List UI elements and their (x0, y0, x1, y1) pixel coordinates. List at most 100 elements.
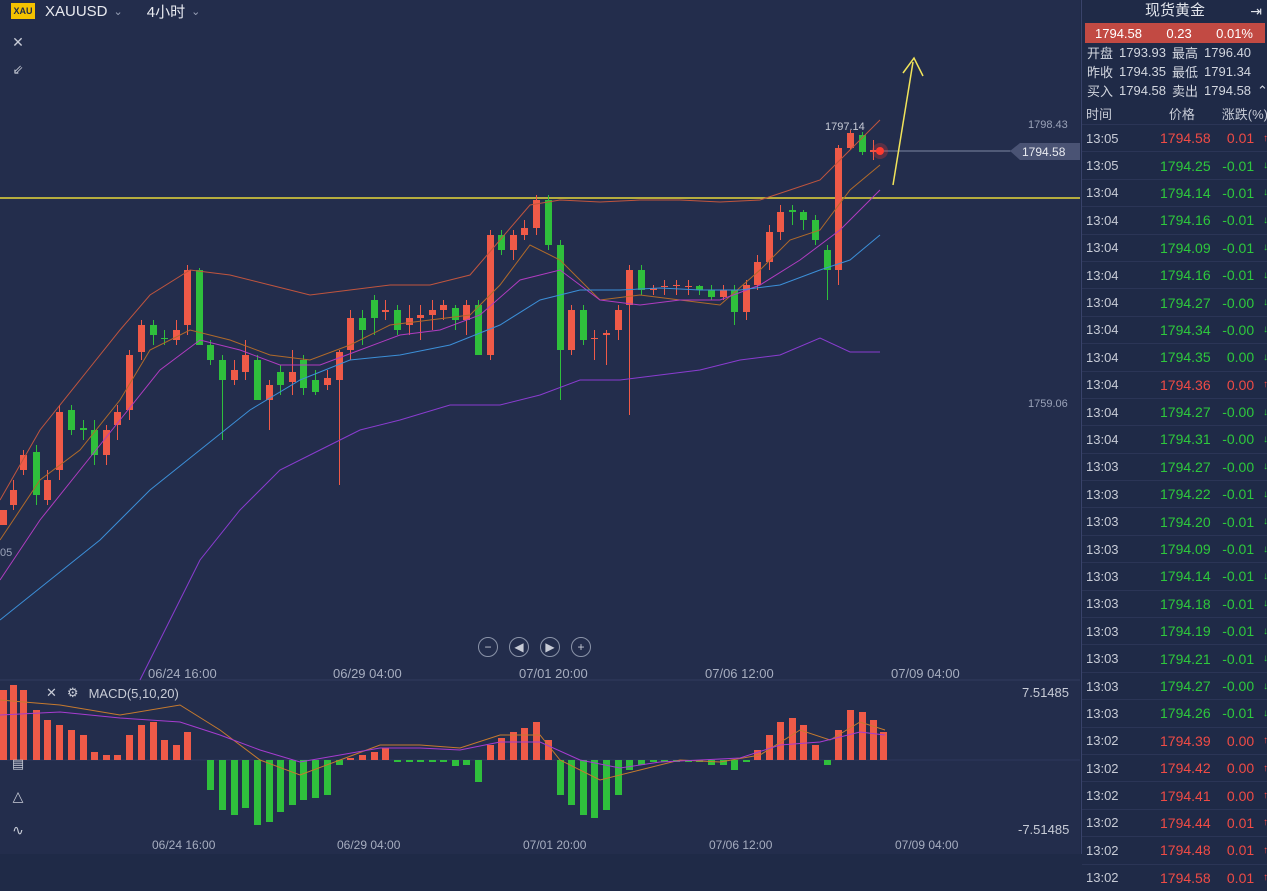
drawing-icon[interactable]: △ (12, 788, 24, 804)
candle-body (417, 315, 424, 318)
macd-bar (847, 710, 854, 760)
macd-indicator-header: ✕ ⚙ MACD(5,10,20) (46, 685, 179, 701)
candle-body (440, 305, 447, 310)
candle-body (743, 285, 750, 312)
tick-price: 1794.39 (1160, 732, 1211, 749)
tick-time: 13:03 (1086, 541, 1119, 557)
arrow-down-icon: ↓ (1262, 707, 1267, 719)
symbol-selector[interactable]: XAUUSD ⌄ (45, 3, 123, 20)
indicator-icon[interactable]: ▤ (11, 756, 25, 771)
macd-bar (743, 760, 750, 762)
candle-body (429, 310, 436, 315)
candle-body (650, 288, 657, 290)
candle-body (696, 286, 703, 290)
tick-price: 1794.31 (1160, 431, 1211, 448)
tick-time: 13:02 (1086, 733, 1119, 749)
scroll-start-button[interactable]: ◀ (509, 637, 529, 657)
tick-row: 13:02 1794.44 0.01 ↑ (1082, 808, 1267, 836)
candle-body (870, 150, 877, 152)
macd-bar (626, 760, 633, 770)
tick-time: 13:03 (1086, 705, 1119, 721)
gear-icon[interactable]: ⚙ (66, 685, 79, 700)
candle-body (173, 330, 180, 340)
candle-body (661, 286, 668, 287)
tick-price: 1794.58 (1160, 130, 1211, 147)
macd-bar (33, 710, 40, 760)
tick-row: 13:02 1794.42 0.00 ↑ (1082, 753, 1267, 781)
tick-change: 0.00 (1226, 376, 1255, 393)
arrow-down-icon: ↓ (1262, 461, 1267, 473)
zoom-out-button[interactable]: − (478, 637, 498, 657)
tick-row: 13:03 1794.14 -0.01 ↓ (1082, 562, 1267, 589)
macd-bar (173, 745, 180, 760)
close-icon[interactable]: ✕ (46, 685, 57, 700)
chevron-up-icon[interactable]: ⌃ (1257, 82, 1267, 98)
tick-change: -0.01 (1222, 157, 1255, 174)
macd-axis-top: 7.51485 (1022, 685, 1069, 700)
tick-change: -0.00 (1222, 321, 1255, 338)
tick-row: 13:04 1794.14 -0.01 ↓ (1082, 178, 1267, 206)
tick-price: 1794.16 (1160, 212, 1211, 229)
macd-bar (80, 735, 87, 760)
zoom-in-button[interactable]: + (571, 637, 591, 657)
tick-row: 13:03 1794.21 -0.01 ↓ (1082, 644, 1267, 671)
tick-row: 13:04 1794.35 0.00 ↓ (1082, 343, 1267, 370)
macd-bar (300, 760, 307, 800)
macd-bar (10, 685, 17, 760)
arrow-down-icon: ↓ (1262, 543, 1267, 555)
chart-area[interactable]: XAU XAUUSD ⌄ 4小时 ⌄ ✕ ⇙ 1794.58 1797.14 179… (0, 0, 1080, 854)
tick-time: 13:04 (1086, 295, 1119, 311)
tick-row: 13:02 1794.58 0.01 ↑ (1082, 863, 1267, 891)
macd-bar (859, 712, 866, 760)
candle-body (184, 270, 191, 325)
arrow-up-icon: ↑ (1262, 762, 1267, 774)
tick-row: 13:04 1794.36 0.00 ↑ (1082, 370, 1267, 398)
x-axis-label: 07/01 20:00 (519, 666, 588, 681)
candle-body (835, 148, 842, 270)
candle-body (789, 210, 796, 212)
current-price-dot (876, 147, 884, 155)
tick-time: 13:04 (1086, 377, 1119, 393)
candle-body (673, 285, 680, 286)
tick-change: -0.00 (1222, 678, 1255, 694)
tick-change: -0.01 (1222, 513, 1255, 530)
macd-bar (56, 725, 63, 760)
arrow-down-icon: ↓ (1262, 351, 1267, 363)
tick-price: 1794.14 (1160, 184, 1211, 201)
candle-body (207, 345, 214, 360)
candle-body (242, 355, 249, 372)
tick-time: 13:03 (1086, 678, 1119, 694)
x-axis-label: 06/29 04:00 (333, 666, 402, 681)
tick-price: 1794.09 (1160, 541, 1211, 558)
arrow-up-icon: ↑ (1262, 790, 1267, 802)
macd-bar (615, 760, 622, 795)
x-axis-label: 06/24 16:00 (148, 666, 217, 681)
candlestick-chart: 1794.58 1797.14 1798.43 1759.06 05 06/24 16:0… (0, 56, 1080, 852)
candle-body (452, 308, 459, 320)
scroll-end-button[interactable]: ▶ (540, 637, 560, 657)
macd-label: MACD(5,10,20) (88, 685, 179, 701)
candle-body (138, 325, 145, 352)
wave-icon[interactable]: ∿ (12, 822, 24, 838)
arrow-down-icon: ↓ (1262, 570, 1267, 582)
macd-bar (44, 720, 51, 760)
arrow-up-icon: ↑ (1262, 735, 1267, 747)
macd-bar (242, 760, 249, 808)
candle-body (126, 355, 133, 410)
close-icon[interactable]: ✕ (12, 34, 24, 50)
period-selector[interactable]: 4小时 ⌄ (147, 1, 201, 22)
chevron-down-icon: ⌄ (191, 5, 201, 18)
tick-change: -0.00 (1222, 294, 1255, 311)
shrink-icon[interactable]: ⇙ (12, 62, 24, 77)
tick-row: 13:03 1794.27 -0.00 ↓ (1082, 452, 1267, 480)
macd-bar (557, 760, 564, 795)
trend-arrow (892, 61, 914, 186)
export-icon[interactable]: ⇥ (1250, 3, 1262, 19)
arrow-down-icon: ↓ (1262, 297, 1267, 309)
tick-row: 13:05 1794.25 -0.01 ↓ (1082, 151, 1267, 178)
candle-body (824, 250, 831, 270)
candle-body (161, 338, 168, 339)
axis-label: 1798.43 (1028, 119, 1068, 131)
tick-change: 0.00 (1226, 732, 1255, 749)
tick-time: 13:03 (1086, 596, 1119, 612)
